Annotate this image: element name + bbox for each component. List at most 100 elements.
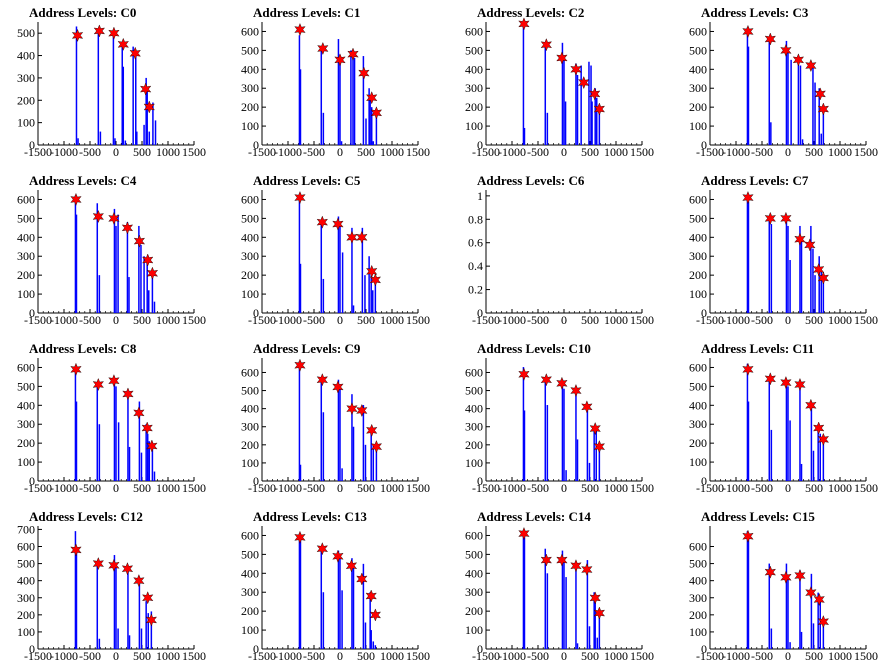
- x-tick-label: -1000: [274, 145, 302, 159]
- bar: [140, 452, 143, 481]
- x-tick-label: 1500: [182, 313, 206, 327]
- x-tick-label: 0: [113, 649, 119, 663]
- chart-panel: -1500 -1000 -500 0 500 1000 1500 0 100 200 300 400 5…: [448, 336, 672, 504]
- bar: [564, 101, 567, 145]
- y-tick-label: 200: [241, 438, 259, 452]
- x-tick-label: 500: [357, 145, 375, 159]
- bar: [799, 225, 801, 313]
- x-tick-label: -500: [79, 481, 101, 495]
- bar: [117, 422, 120, 481]
- x-tick-label: 1500: [854, 145, 878, 159]
- y-tick-label: 200: [241, 604, 259, 618]
- star-marker: [589, 591, 601, 605]
- bar: [320, 546, 323, 649]
- x-tick-label: -1500: [24, 649, 52, 663]
- x-tick-label: -1500: [248, 481, 276, 495]
- star-marker: [93, 24, 106, 38]
- star-marker: [108, 211, 120, 225]
- bar: [115, 225, 117, 313]
- x-tick-label: 1000: [156, 313, 180, 327]
- x-tick-label: 0: [337, 649, 343, 663]
- y-tick-label: 100: [17, 455, 35, 469]
- star-marker: [145, 613, 158, 627]
- star-marker: [334, 53, 346, 67]
- star-marker: [556, 553, 568, 567]
- star-marker: [764, 211, 776, 225]
- y-tick-label: 400: [241, 402, 259, 416]
- star-marker: [347, 47, 359, 61]
- bar: [352, 56, 354, 146]
- star-marker: [141, 421, 153, 435]
- x-tick-label: -1000: [722, 481, 750, 495]
- bar: [812, 248, 814, 313]
- bar: [322, 278, 325, 313]
- chart-title: Address Levels: C12: [29, 509, 143, 524]
- x-tick-label: 500: [357, 481, 375, 495]
- bar: [785, 216, 788, 313]
- star-marker: [346, 402, 358, 416]
- x-tick-label: 500: [357, 313, 375, 327]
- bar: [375, 112, 378, 145]
- bar: [341, 590, 343, 649]
- bar: [822, 277, 825, 313]
- bar: [747, 201, 750, 313]
- star-marker: [742, 362, 754, 376]
- y-tick-label: 300: [241, 249, 259, 263]
- star-marker: [139, 82, 152, 96]
- chart-panel: -1500 -1000 -500 0 500 1000 1500 0 100 200 300 400 5…: [0, 168, 224, 336]
- x-tick-label: -1000: [50, 649, 78, 663]
- bar: [595, 430, 597, 481]
- bar: [299, 464, 302, 481]
- y-tick-label: 100: [17, 625, 35, 639]
- y-tick-label: 100: [689, 119, 707, 133]
- x-tick-label: -500: [751, 649, 773, 663]
- y-tick-label: 100: [241, 623, 259, 637]
- x-tick-label: -1000: [498, 649, 526, 663]
- star-marker: [332, 217, 344, 231]
- star-marker: [742, 529, 754, 543]
- bar: [146, 433, 149, 481]
- bar: [320, 377, 323, 481]
- y-tick-label: 0: [477, 306, 483, 320]
- bar: [523, 537, 526, 649]
- x-tick-label: 0: [785, 313, 791, 327]
- x-tick-label: 0: [561, 145, 567, 159]
- y-tick-label: 500: [241, 211, 259, 225]
- bar: [576, 439, 579, 481]
- bar: [135, 51, 137, 145]
- star-marker: [294, 358, 306, 372]
- star-marker: [518, 527, 530, 541]
- bar: [565, 577, 567, 649]
- y-tick-label: 200: [17, 608, 35, 622]
- y-tick-label: 0: [253, 642, 259, 656]
- bar: [374, 278, 377, 313]
- y-tick-label: 400: [241, 566, 259, 580]
- x-tick-label: -1500: [696, 481, 724, 495]
- bar: [787, 50, 789, 145]
- y-tick-label: 0: [701, 642, 707, 656]
- bar: [594, 88, 596, 145]
- y-tick-label: 200: [689, 608, 707, 622]
- bar: [97, 28, 100, 145]
- star-marker: [792, 53, 805, 67]
- y-tick-label: 0: [29, 306, 35, 320]
- x-tick-label: 500: [805, 481, 823, 495]
- x-tick-label: -1000: [722, 649, 750, 663]
- x-tick-label: 500: [805, 649, 823, 663]
- x-tick-label: -1500: [24, 145, 52, 159]
- bar: [576, 74, 579, 145]
- y-tick-label: 600: [465, 365, 483, 379]
- y-tick-label: 200: [465, 100, 483, 114]
- chart-title: Address Levels: C5: [253, 173, 361, 188]
- x-tick-label: -1500: [472, 649, 500, 663]
- bar: [143, 124, 145, 145]
- bar: [351, 227, 353, 313]
- x-tick-label: 1500: [182, 649, 206, 663]
- bar: [593, 592, 595, 649]
- bar: [138, 225, 140, 313]
- bar: [322, 112, 325, 145]
- bar: [151, 445, 154, 481]
- bar: [372, 641, 375, 649]
- y-tick-label: 400: [465, 402, 483, 416]
- bar: [522, 367, 525, 481]
